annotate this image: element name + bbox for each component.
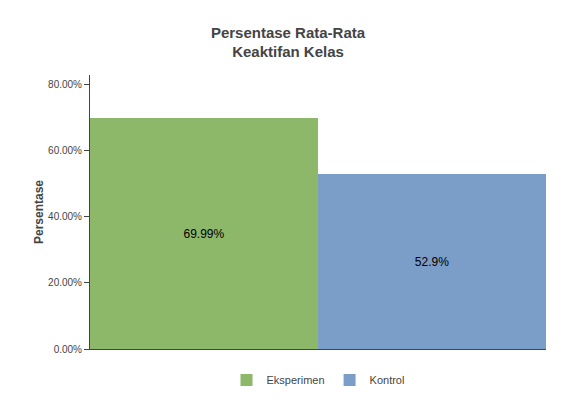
svg-text:40.00%: 40.00% <box>48 211 82 222</box>
svg-text:Persentase: Persentase <box>32 180 46 244</box>
svg-text:20.00%: 20.00% <box>48 277 82 288</box>
svg-text:0.00%: 0.00% <box>54 344 82 355</box>
svg-text:80.00%: 80.00% <box>48 79 82 90</box>
svg-text:Kontrol: Kontrol <box>370 374 405 386</box>
svg-text:Eksperimen: Eksperimen <box>267 374 325 386</box>
svg-text:Persentase Rata-RataKeaktifan: Persentase Rata-RataKeaktifan Kelas <box>211 24 366 61</box>
svg-text:69.99%: 69.99% <box>183 227 224 241</box>
svg-text:60.00%: 60.00% <box>48 145 82 156</box>
svg-text:52.9%: 52.9% <box>415 255 449 269</box>
